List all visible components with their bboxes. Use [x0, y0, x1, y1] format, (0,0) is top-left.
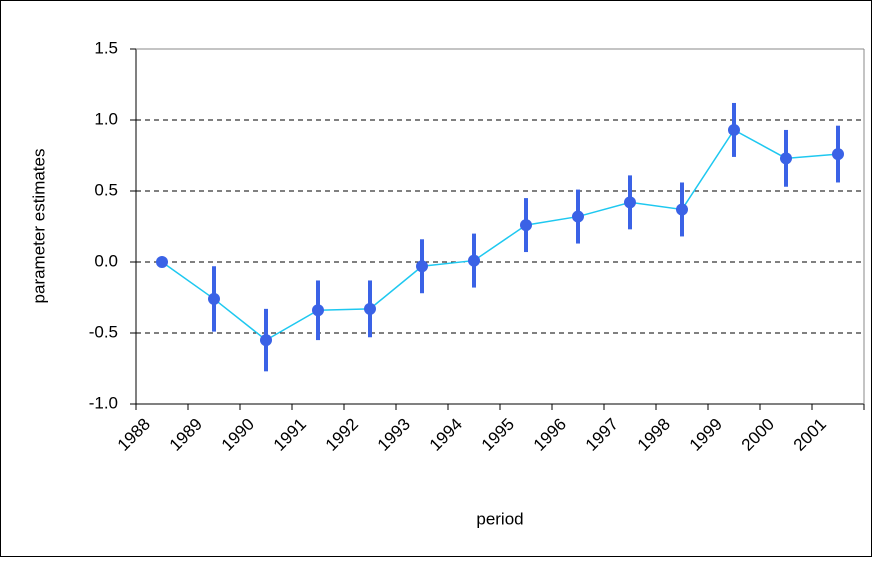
data-point — [676, 203, 688, 216]
data-point — [520, 219, 532, 232]
series-line — [161, 128, 839, 342]
y-axis-label: parameter estimates — [29, 149, 48, 304]
data-point — [832, 148, 844, 161]
data-point — [468, 254, 480, 267]
data-point — [728, 123, 740, 136]
data-point — [312, 304, 324, 317]
y-tick-label: 1.5 — [94, 38, 118, 57]
data-point — [624, 196, 636, 209]
y-tick-label: -0.5 — [89, 322, 118, 341]
data-point — [364, 302, 376, 315]
data-point — [156, 256, 168, 268]
y-tick-label: -1.0 — [89, 393, 118, 412]
data-point — [208, 292, 220, 305]
data-point — [572, 210, 584, 223]
y-tick-label: 0.5 — [94, 180, 118, 199]
y-tick-label: 0.0 — [94, 251, 118, 270]
x-axis-label: period — [476, 509, 523, 528]
data-point — [260, 334, 272, 347]
data-point — [780, 152, 792, 165]
y-tick-label: 1.0 — [94, 109, 118, 128]
data-point — [416, 260, 428, 273]
